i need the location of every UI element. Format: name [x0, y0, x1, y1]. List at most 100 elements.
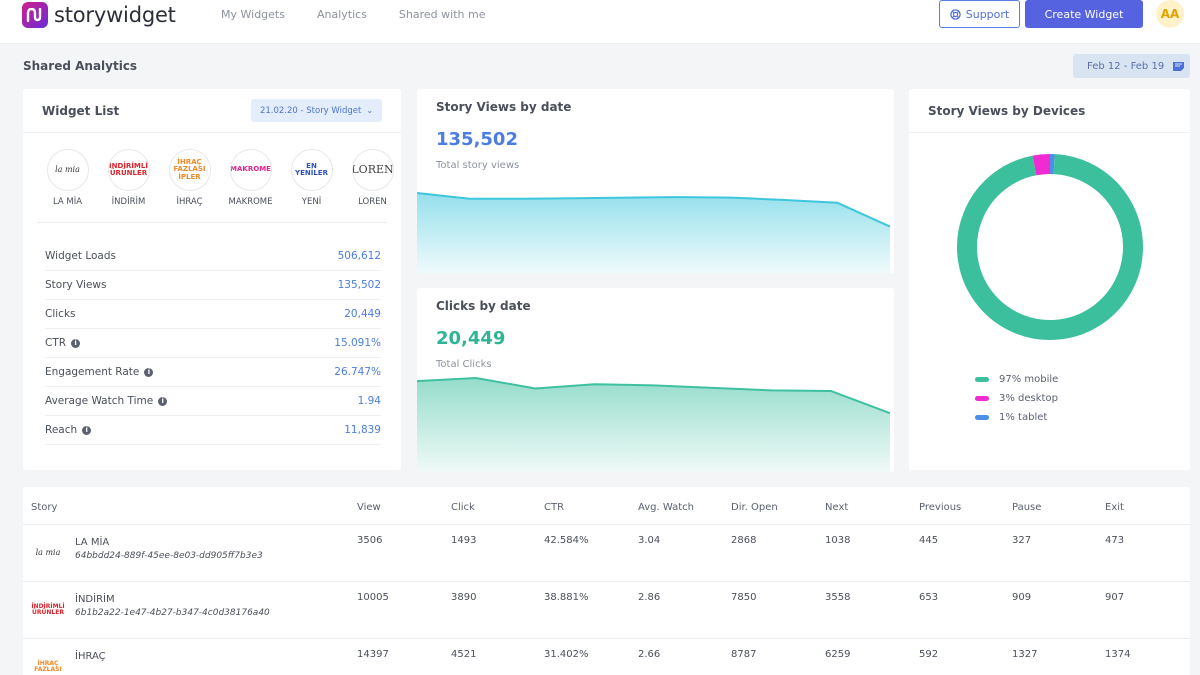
donut-slice[interactable] [957, 154, 1143, 340]
story-id: 64bbdd24-889f-45ee-8e03-dd905ff7b3e3 [75, 551, 263, 561]
legend-item: 97% mobile [975, 370, 1058, 389]
metric-row: Clicks 20,449 [45, 300, 381, 329]
info-icon[interactable]: i [158, 396, 168, 406]
story-views-card: Story Views by date 135,502 Total story … [417, 89, 894, 273]
legend-swatch [975, 377, 989, 382]
metric-label: Engagement Rate i [45, 366, 154, 378]
legend-label: 1% tablet [999, 412, 1048, 423]
metric-label-text: Reach [45, 424, 78, 436]
column-header[interactable]: Click [451, 502, 475, 513]
column-header[interactable]: Exit [1105, 502, 1124, 513]
table-cell: 6259 [825, 649, 851, 660]
metric-value: 20,449 [344, 308, 381, 320]
legend-label: 97% mobile [999, 374, 1059, 385]
nav-shared-with-me[interactable]: Shared with me [398, 8, 486, 21]
logo-text: storywidget [54, 3, 176, 27]
widget-label: İHRAÇ [176, 197, 203, 207]
table-cell: 7850 [731, 592, 757, 603]
widget-item[interactable]: İHRAÇ FAZLASI İPLER İHRAÇ [159, 149, 220, 207]
widget-metrics: Widget Loads 506,612 Story Views 135,502 Cli… [45, 242, 381, 445]
widget-label: LA MİA [52, 197, 83, 207]
logo-icon [22, 2, 48, 28]
column-header[interactable]: Pause [1012, 502, 1042, 513]
chevron-down-icon: ⌄ [366, 106, 374, 115]
devices-legend: 97% mobile 3% desktop 1% tablet [975, 370, 1058, 427]
column-header[interactable]: Avg. Watch [638, 502, 695, 513]
widget-item[interactable]: MAKROME MAKROME [220, 149, 281, 207]
table-cell: 10005 [357, 592, 389, 603]
clicks-area-chart [417, 376, 891, 472]
story-views-subtitle: Total story views [436, 160, 520, 171]
donut-slice[interactable] [1032, 154, 1051, 176]
metric-label: CTR i [45, 337, 81, 349]
date-range-picker[interactable]: Feb 12 - Feb 19 [1073, 54, 1190, 78]
date-range-label: Feb 12 - Feb 19 [1087, 60, 1165, 72]
metric-label: Widget Loads [45, 250, 116, 262]
widget-item[interactable]: la mia LA MİA [37, 149, 98, 207]
table-cell: 653 [919, 592, 939, 603]
story-name: İHRAÇ [75, 651, 106, 662]
widget-item[interactable]: EN YENİLER YENİ [281, 149, 342, 207]
avatar[interactable]: AA [1156, 0, 1184, 28]
page-title: Shared Analytics [23, 59, 138, 73]
metric-label: Story Views [45, 279, 106, 291]
column-header[interactable]: Story [31, 502, 58, 513]
widget-thumbnail: la mia [46, 149, 89, 191]
table-cell: 31.402% [544, 649, 589, 660]
widget-select[interactable]: 21.02.20 - Story Widget ⌄ [251, 99, 382, 122]
support-button[interactable]: Support [939, 0, 1020, 28]
series-line [417, 376, 891, 415]
support-label: Support [965, 7, 1010, 21]
story-name: LA MİA [75, 537, 110, 548]
area-fill [417, 193, 890, 273]
column-header[interactable]: Dir. Open [731, 502, 778, 513]
table-cell: 42.584% [544, 535, 589, 546]
table-cell: 14397 [357, 649, 389, 660]
widget-item[interactable]: LOREN LOREN [342, 149, 403, 207]
story-views-area-chart [417, 192, 891, 273]
table-row[interactable]: İHRAÇ FAZLASI İHRAÇ 14397 4521 31.402% 2.66 87… [23, 639, 1190, 675]
metric-label-text: Average Watch Time [45, 395, 154, 407]
table-cell: 3.04 [638, 535, 661, 546]
info-icon[interactable]: i [71, 338, 81, 348]
table-cell: 1493 [451, 535, 477, 546]
table-row[interactable]: la mia LA MİA 64bbdd24-889f-45ee-8e03-dd90… [23, 525, 1190, 582]
table-cell: 1374 [1105, 649, 1131, 660]
column-header[interactable]: CTR [544, 502, 565, 513]
widget-item[interactable]: İNDİRİMLİ ÜRÜNLER İNDİRİM [98, 149, 159, 207]
table-cell: 1327 [1012, 649, 1038, 660]
divider [37, 222, 387, 223]
area-fill [417, 378, 890, 472]
info-icon[interactable]: i [144, 367, 154, 377]
column-header[interactable]: Previous [919, 502, 962, 513]
table-cell: 4521 [451, 649, 477, 660]
story-thumbnail: la mia [35, 548, 61, 557]
metric-value: 26.747% [334, 366, 381, 378]
table-row[interactable]: İNDİRİMLİ ÜRÜNLER İNDİRİM 6b1b2a22-1e47-4b… [23, 582, 1190, 639]
nav-my-widgets[interactable]: My Widgets [221, 8, 285, 21]
table-header: Story View Click CTR Avg. Watch Dir. Open Next… [23, 487, 1190, 525]
metric-row: CTR i 15.091% [45, 329, 381, 358]
column-header[interactable]: View [357, 502, 381, 513]
nav-analytics[interactable]: Analytics [316, 8, 367, 21]
story-views-total: 135,502 [436, 129, 518, 150]
widget-thumbnail: MAKROME [229, 149, 272, 191]
table-cell: 907 [1105, 592, 1125, 603]
create-widget-button[interactable]: Create Widget [1025, 0, 1143, 28]
stories-table: Story View Click CTR Avg. Watch Dir. Open Next… [23, 487, 1190, 675]
widget-thumbnails: la mia LA MİA İNDİRİMLİ ÜRÜNLER İNDİRİM İHRA… [37, 149, 403, 207]
metric-label-text: CTR [45, 337, 67, 349]
table-cell: 445 [919, 535, 939, 546]
metric-label-text: Clicks [45, 308, 76, 320]
legend-label: 3% desktop [999, 393, 1058, 404]
legend-swatch [975, 415, 989, 420]
widget-label: MAKROME [228, 197, 273, 207]
clicks-card: Clicks by date 20,449 Total Clicks [417, 288, 894, 472]
logo[interactable]: storywidget [22, 2, 176, 28]
table-cell: 909 [1012, 592, 1032, 603]
clicks-title: Clicks by date [436, 299, 531, 313]
devices-title: Story Views by Devices [928, 104, 1086, 118]
table-cell: 1038 [825, 535, 851, 546]
column-header[interactable]: Next [825, 502, 849, 513]
info-icon[interactable]: i [82, 425, 92, 435]
